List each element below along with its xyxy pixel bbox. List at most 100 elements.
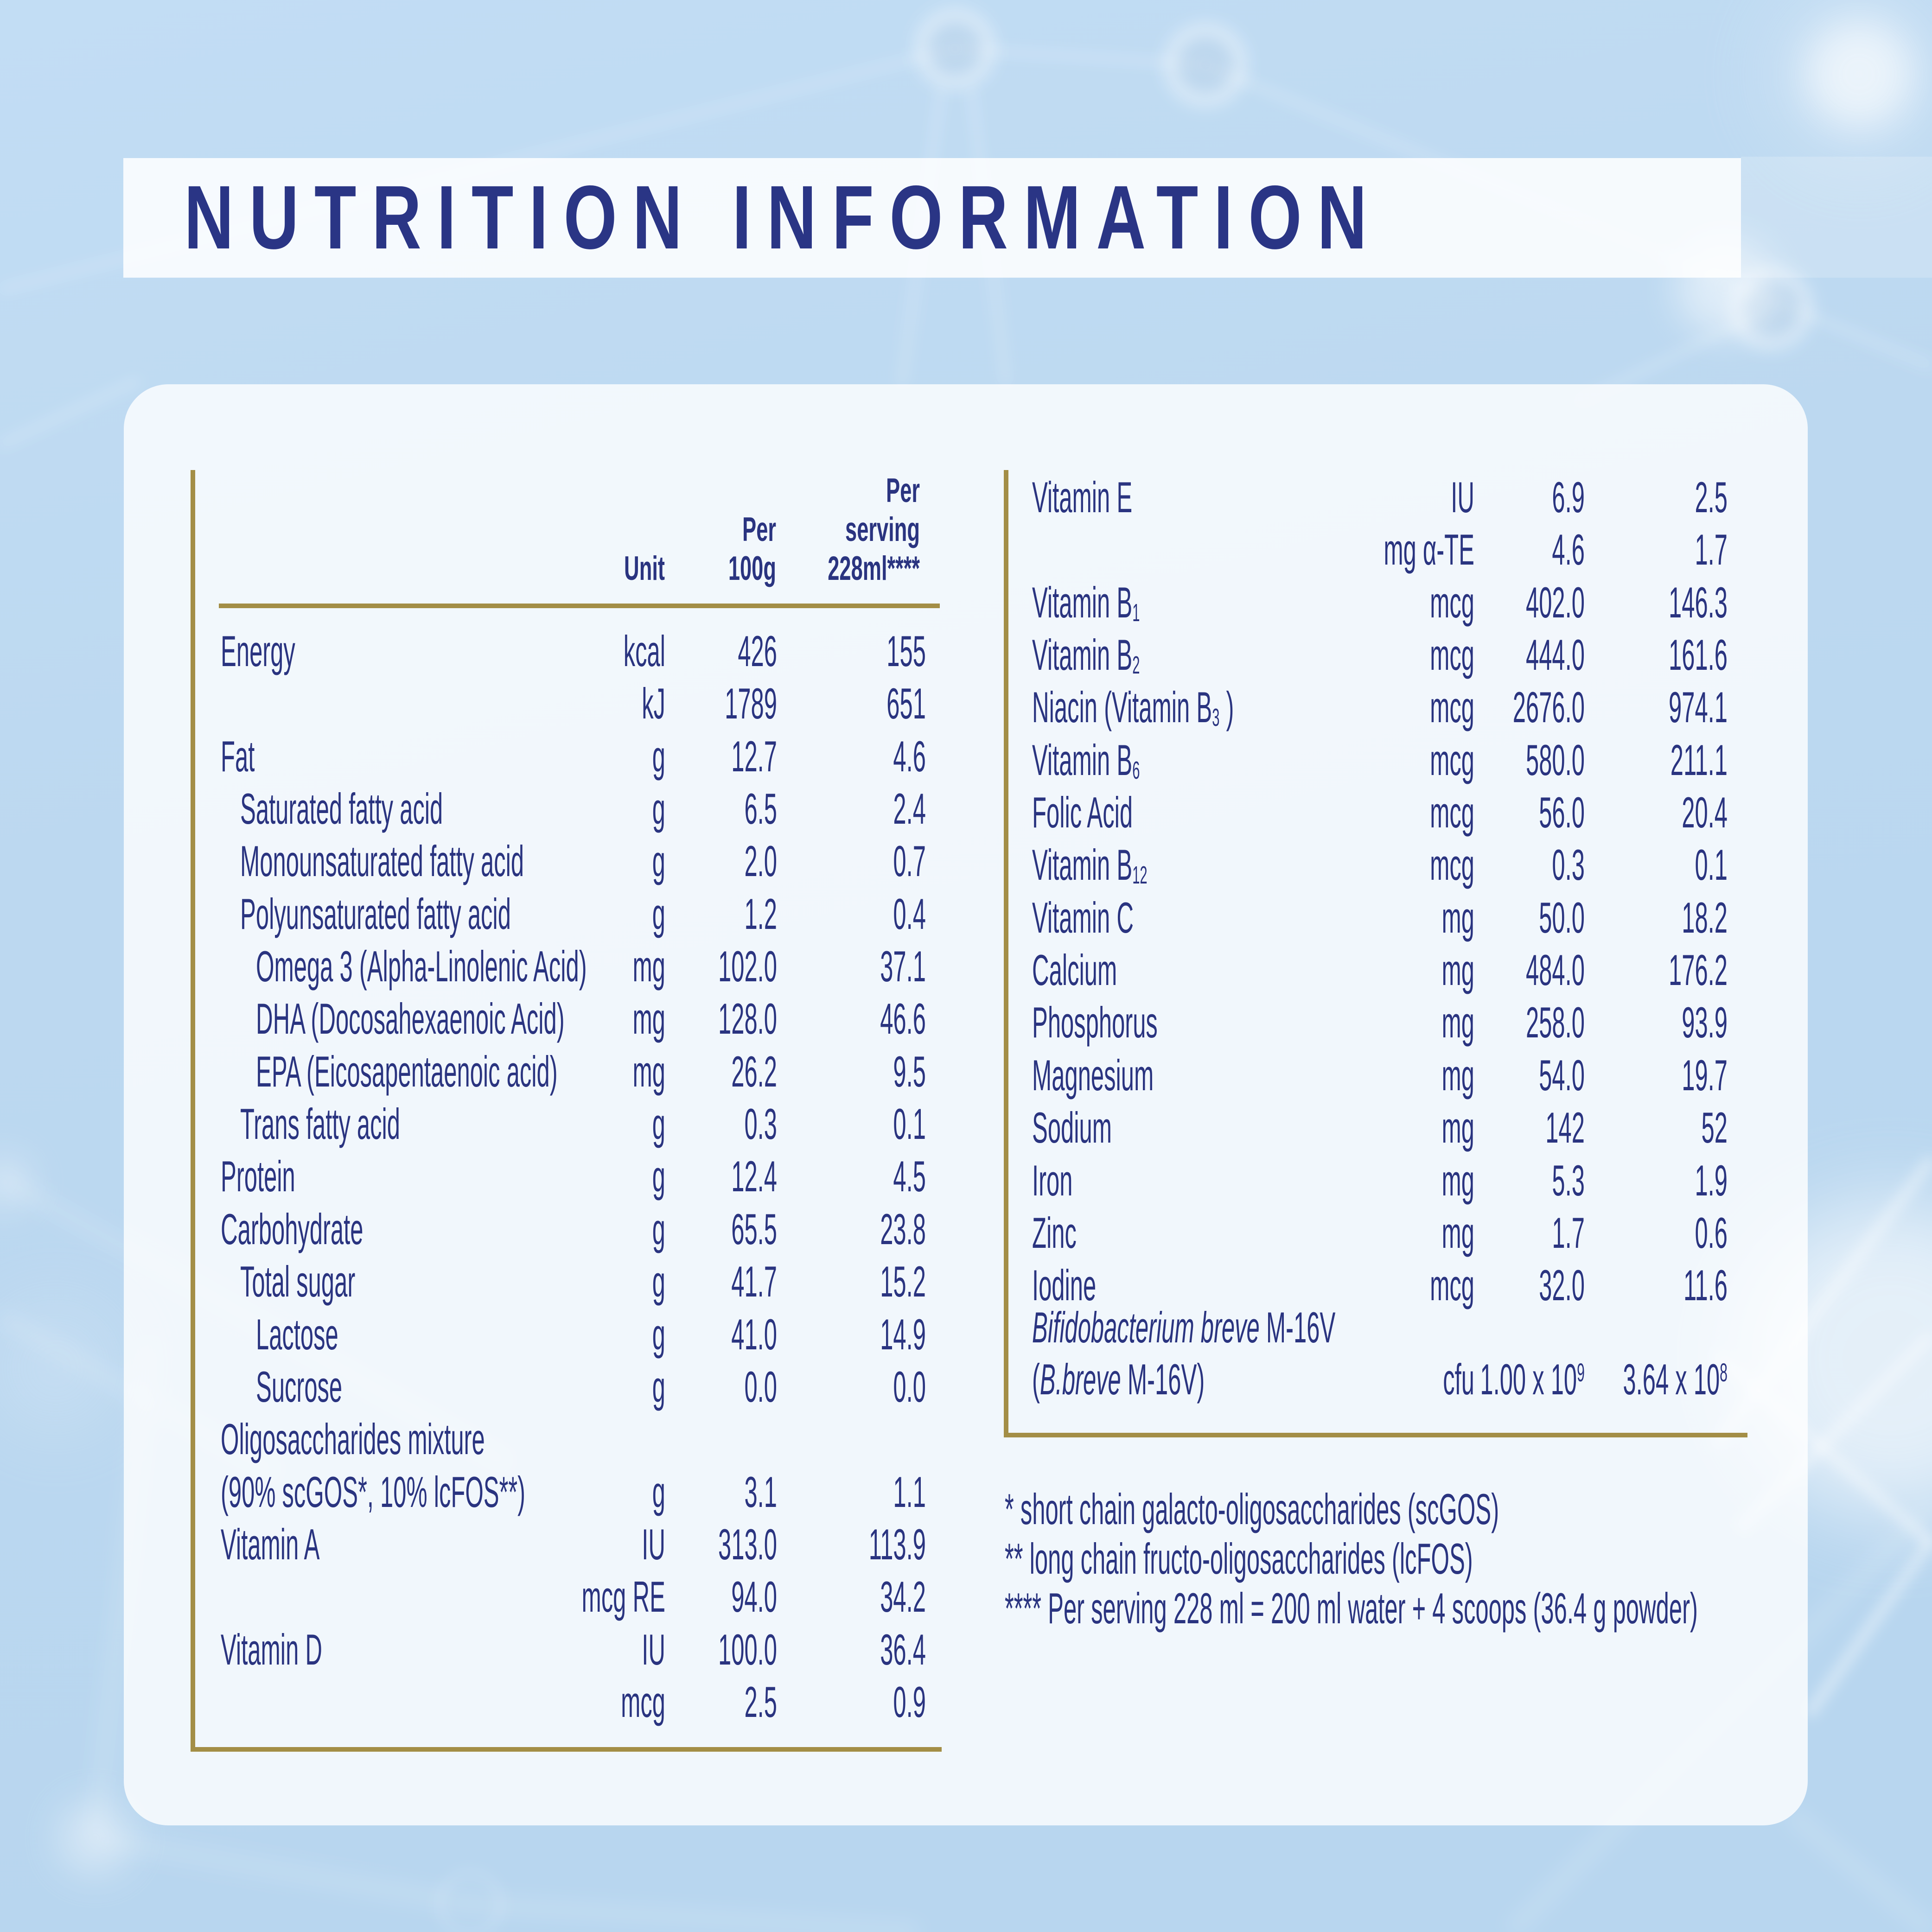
svg-text:0.6: 0.6: [1695, 1209, 1728, 1258]
svg-text:Vitamin B1: Vitamin B1: [1032, 579, 1140, 628]
svg-text:Lactose: Lactose: [256, 1311, 338, 1360]
svg-text:0.0: 0.0: [893, 1363, 926, 1412]
svg-text:651: 651: [886, 680, 926, 729]
svg-text:34.2: 34.2: [880, 1573, 926, 1622]
svg-text:DHA (Docosahexaenoic Acid): DHA (Docosahexaenoic Acid): [256, 995, 565, 1044]
svg-text:974.1: 974.1: [1669, 684, 1728, 732]
svg-text:serving: serving: [845, 510, 920, 548]
svg-text:32.0: 32.0: [1539, 1262, 1585, 1310]
svg-text:Calcium: Calcium: [1032, 947, 1117, 995]
svg-text:2.5: 2.5: [744, 1678, 777, 1727]
svg-text:313.0: 313.0: [718, 1521, 777, 1570]
svg-text:Iron: Iron: [1032, 1157, 1072, 1206]
svg-text:mg: mg: [1442, 947, 1474, 995]
svg-text:1.7: 1.7: [1695, 526, 1728, 575]
svg-text:g: g: [652, 890, 665, 939]
svg-text:12.7: 12.7: [731, 733, 777, 782]
svg-text:0.1: 0.1: [1695, 841, 1728, 890]
svg-text:Zinc: Zinc: [1032, 1209, 1077, 1258]
svg-text:2.4: 2.4: [893, 785, 926, 834]
svg-text:mcg: mcg: [1430, 737, 1474, 785]
svg-text:1.2: 1.2: [744, 890, 777, 939]
svg-text:mcg: mcg: [1430, 684, 1474, 732]
svg-text:Vitamin E: Vitamin E: [1032, 474, 1132, 522]
svg-text:26.2: 26.2: [731, 1048, 777, 1097]
svg-text:** long chain fructo-oligosacc: ** long chain fructo-oligosaccharides (l…: [1005, 1535, 1473, 1584]
svg-text:4.5: 4.5: [893, 1153, 926, 1201]
svg-text:mcg: mcg: [1430, 631, 1474, 680]
svg-text:100.0: 100.0: [718, 1626, 777, 1675]
svg-text:**** Per serving 228 ml = 200: **** Per serving 228 ml = 200 ml water +…: [1005, 1585, 1698, 1633]
svg-text:23.8: 23.8: [880, 1206, 926, 1254]
svg-text:2.5: 2.5: [1695, 474, 1728, 522]
svg-text:50.0: 50.0: [1539, 894, 1585, 943]
svg-text:94.0: 94.0: [731, 1573, 777, 1622]
svg-text:484.0: 484.0: [1526, 947, 1585, 995]
svg-text:18.2: 18.2: [1682, 894, 1728, 943]
svg-text:580.0: 580.0: [1526, 737, 1585, 785]
svg-text:2676.0: 2676.0: [1513, 684, 1585, 732]
svg-text:Oligosaccharides mixture: Oligosaccharides mixture: [221, 1416, 485, 1464]
svg-text:15.2: 15.2: [880, 1258, 926, 1307]
svg-text:mcg: mcg: [621, 1678, 665, 1727]
svg-text:mg: mg: [1442, 1157, 1474, 1206]
svg-text:0.3: 0.3: [744, 1100, 777, 1149]
svg-text:402.0: 402.0: [1526, 579, 1585, 628]
svg-text:0.0: 0.0: [744, 1363, 777, 1412]
svg-text:3.1: 3.1: [744, 1468, 777, 1517]
svg-text:Iodine: Iodine: [1032, 1262, 1096, 1310]
svg-text:Vitamin D: Vitamin D: [221, 1626, 322, 1675]
svg-text:Sucrose: Sucrose: [256, 1363, 342, 1412]
svg-text:Saturated fatty acid: Saturated fatty acid: [240, 785, 443, 834]
svg-text:146.3: 146.3: [1669, 579, 1728, 628]
svg-text:6.5: 6.5: [744, 785, 777, 834]
svg-text:mg α-TE: mg α-TE: [1384, 526, 1474, 575]
svg-text:cfu: cfu: [1443, 1356, 1474, 1405]
svg-text:Polyunsaturated fatty acid: Polyunsaturated fatty acid: [240, 890, 511, 939]
svg-text:Fat: Fat: [221, 733, 255, 782]
svg-text:211.1: 211.1: [1671, 737, 1728, 785]
svg-text:mcg: mcg: [1430, 579, 1474, 628]
svg-text:Carbohydrate: Carbohydrate: [221, 1206, 363, 1254]
svg-text:Vitamin B6: Vitamin B6: [1032, 737, 1140, 785]
svg-text:kcal: kcal: [624, 628, 665, 676]
svg-text:g: g: [652, 733, 665, 782]
svg-text:4.6: 4.6: [893, 733, 926, 782]
svg-text:kJ: kJ: [642, 680, 665, 729]
svg-text:12.4: 12.4: [731, 1153, 777, 1201]
svg-text:mg: mg: [633, 995, 665, 1044]
svg-text:0.9: 0.9: [893, 1678, 926, 1727]
svg-text:426: 426: [738, 628, 777, 676]
svg-text:142: 142: [1545, 1104, 1585, 1153]
svg-text:mg: mg: [1442, 999, 1474, 1048]
svg-text:14.9: 14.9: [880, 1311, 926, 1360]
svg-text:5.3: 5.3: [1552, 1157, 1585, 1206]
svg-text:NUTRITION INFORMATION: NUTRITION INFORMATION: [184, 166, 1383, 267]
svg-text:54.0: 54.0: [1539, 1052, 1585, 1100]
svg-text:9.5: 9.5: [893, 1048, 926, 1097]
svg-text:mg: mg: [1442, 894, 1474, 943]
svg-text:(90% scGOS*, 10% lcFOS**): (90% scGOS*, 10% lcFOS**): [221, 1468, 525, 1517]
svg-text:Vitamin A: Vitamin A: [221, 1521, 320, 1570]
svg-text:3.64 x 108: 3.64 x 108: [1623, 1356, 1728, 1405]
svg-text:258.0: 258.0: [1526, 999, 1585, 1048]
svg-text:IU: IU: [1451, 474, 1474, 522]
svg-text:37.1: 37.1: [880, 943, 926, 991]
svg-text:93.9: 93.9: [1682, 999, 1728, 1048]
svg-text:52: 52: [1702, 1104, 1728, 1153]
svg-text:mcg: mcg: [1430, 1262, 1474, 1310]
svg-text:g: g: [652, 1468, 665, 1517]
svg-text:g: g: [652, 838, 665, 886]
svg-text:(B.breve M-16V): (B.breve M-16V): [1032, 1356, 1205, 1405]
svg-text:Per: Per: [742, 510, 776, 548]
svg-text:46.6: 46.6: [880, 995, 926, 1044]
svg-text:444.0: 444.0: [1526, 631, 1585, 680]
svg-text:20.4: 20.4: [1682, 789, 1728, 838]
svg-text:4.6: 4.6: [1552, 526, 1585, 575]
svg-text:Niacin (Vitamin B3 ): Niacin (Vitamin B3 ): [1032, 684, 1234, 732]
svg-text:176.2: 176.2: [1669, 947, 1728, 995]
svg-text:102.0: 102.0: [718, 943, 777, 991]
svg-text:1.9: 1.9: [1695, 1157, 1728, 1206]
svg-text:6.9: 6.9: [1552, 474, 1585, 522]
svg-text:0.3: 0.3: [1552, 841, 1585, 890]
